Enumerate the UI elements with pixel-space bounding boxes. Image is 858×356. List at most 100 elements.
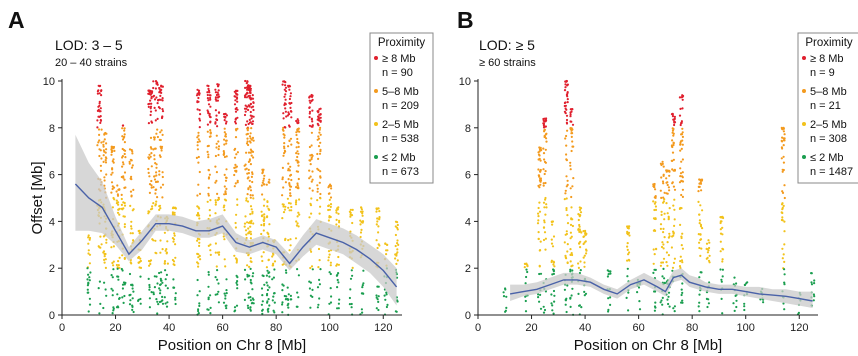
data-point <box>268 178 271 181</box>
data-point <box>359 223 362 226</box>
data-point <box>128 162 131 165</box>
data-point <box>681 175 684 178</box>
data-point <box>99 118 102 122</box>
data-point <box>680 133 684 136</box>
data-point <box>156 180 159 183</box>
data-point <box>697 233 700 236</box>
data-point <box>150 102 153 105</box>
data-point <box>236 203 239 206</box>
data-point <box>214 181 217 184</box>
data-point <box>159 98 162 101</box>
data-point <box>88 238 91 241</box>
data-point <box>161 99 164 102</box>
data-point <box>102 160 105 163</box>
data-point <box>196 144 199 147</box>
data-point <box>87 249 90 252</box>
data-point <box>123 178 126 181</box>
data-point <box>214 199 217 202</box>
data-point <box>781 168 784 171</box>
data-point <box>223 292 226 295</box>
data-point <box>246 304 249 307</box>
data-point <box>121 283 125 286</box>
legend-box <box>797 32 858 184</box>
data-point <box>578 225 581 228</box>
data-point <box>783 196 786 200</box>
data-point <box>310 131 313 134</box>
data-point <box>272 292 276 295</box>
data-point <box>217 89 220 92</box>
data-point <box>318 152 322 155</box>
data-point <box>273 301 276 304</box>
data-point <box>267 259 270 262</box>
fit-line <box>74 183 398 288</box>
data-point <box>249 278 252 282</box>
data-point <box>654 301 657 304</box>
data-point <box>583 254 586 257</box>
data-point <box>110 148 113 151</box>
data-point <box>553 294 556 297</box>
data-point <box>209 253 212 256</box>
data-point <box>505 306 508 309</box>
data-point <box>131 152 134 155</box>
data-point <box>250 219 253 222</box>
data-point <box>217 253 221 256</box>
data-point <box>223 238 226 241</box>
legend-label: 2–5 Mb <box>382 119 419 131</box>
data-point <box>699 233 702 236</box>
data-point <box>260 287 264 290</box>
data-point <box>215 142 218 145</box>
data-point <box>263 198 266 201</box>
data-point <box>625 296 628 299</box>
data-point <box>721 260 724 263</box>
data-point <box>247 221 251 224</box>
data-point <box>215 179 218 182</box>
data-point <box>111 187 114 191</box>
data-point <box>161 295 164 298</box>
data-point <box>680 259 684 262</box>
data-point <box>288 113 291 116</box>
data-point <box>155 252 158 255</box>
data-point <box>505 295 508 298</box>
data-point <box>86 288 89 291</box>
data-point <box>149 113 152 117</box>
data-point <box>670 113 674 116</box>
data-point <box>396 221 399 224</box>
data-point <box>810 283 814 286</box>
data-point <box>223 131 226 134</box>
data-point <box>762 301 765 304</box>
data-point <box>665 261 668 264</box>
data-point <box>251 136 255 139</box>
data-point <box>164 284 167 287</box>
y-axis-label: Offset [Mb] <box>29 161 46 234</box>
data-point <box>206 200 209 203</box>
data-point <box>395 262 398 265</box>
data-point <box>627 231 631 234</box>
data-point <box>209 98 212 101</box>
x-tick-label: 80 <box>270 322 282 334</box>
data-point <box>209 105 212 108</box>
data-point <box>545 206 548 209</box>
data-point <box>697 305 700 308</box>
data-point <box>128 303 132 306</box>
data-point <box>551 245 555 248</box>
data-point <box>260 255 263 258</box>
data-point <box>375 210 378 213</box>
data-point <box>566 98 569 101</box>
data-point <box>96 92 99 95</box>
data-point <box>294 203 298 206</box>
data-point <box>551 309 554 312</box>
data-point <box>102 145 105 148</box>
data-point <box>672 143 675 147</box>
data-point <box>361 284 364 287</box>
data-point <box>661 241 664 244</box>
data-point <box>152 202 155 205</box>
data-point <box>206 130 209 133</box>
data-point <box>673 188 677 191</box>
data-point <box>565 310 568 314</box>
data-point <box>209 243 212 246</box>
data-point <box>123 135 126 138</box>
data-point <box>698 293 701 296</box>
data-point <box>680 288 683 291</box>
data-point <box>578 271 582 275</box>
data-point <box>132 239 135 242</box>
